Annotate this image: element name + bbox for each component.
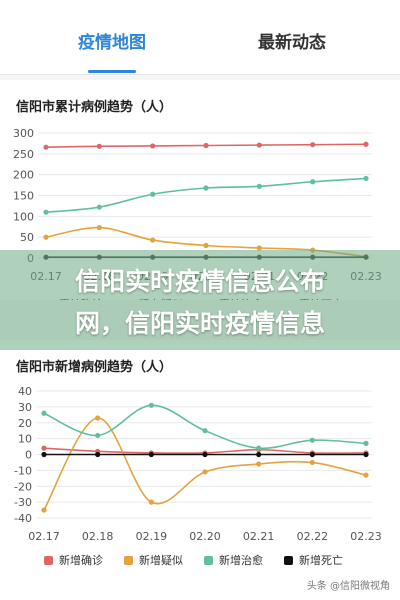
daily-legend-label-1: 新增疑似 bbox=[139, 553, 183, 567]
daily-legend-swatch-0 bbox=[44, 556, 53, 565]
daily-legend-swatch-2 bbox=[204, 556, 213, 565]
daily-y-tick-label: 30 bbox=[18, 401, 32, 414]
cum-series-point-2 bbox=[310, 179, 316, 185]
overlay-line-2: 网，信阳实时疫情信息 bbox=[74, 309, 325, 338]
daily-series-point-1 bbox=[148, 499, 154, 505]
cum-series-point-1 bbox=[96, 224, 102, 231]
daily-series-point-3 bbox=[256, 451, 262, 458]
daily-series-point-3 bbox=[95, 451, 101, 458]
daily-y-tick-label: -30 bbox=[14, 496, 32, 509]
daily-series-point-3 bbox=[148, 451, 154, 458]
cum-series-point-0 bbox=[310, 142, 316, 148]
daily-series-point-2 bbox=[363, 440, 369, 446]
cum-series-point-0 bbox=[363, 141, 369, 147]
daily-legend-swatch-3 bbox=[284, 556, 293, 565]
daily-legend-label-0: 新增确诊 bbox=[59, 553, 103, 567]
cum-series-point-1 bbox=[43, 234, 49, 240]
daily-y-tick-label: -10 bbox=[14, 464, 32, 477]
cum-y-tick-label: 50 bbox=[20, 231, 34, 244]
cum-y-tick-label: 100 bbox=[13, 210, 34, 223]
daily-series-point-1 bbox=[95, 415, 101, 421]
daily-x-tick-label: 02.17 bbox=[28, 530, 60, 543]
daily-series-point-2 bbox=[309, 437, 315, 443]
daily-x-tick-label: 02.23 bbox=[350, 530, 382, 543]
cum-y-tick-label: 200 bbox=[13, 169, 34, 182]
daily-series-point-1 bbox=[256, 461, 262, 467]
daily-x-tick-label: 02.22 bbox=[297, 530, 329, 543]
cum-series-point-2 bbox=[363, 175, 369, 182]
daily-y-tick-label: 20 bbox=[18, 417, 32, 430]
daily-y-tick-label: 40 bbox=[18, 385, 32, 398]
cum-series-point-2 bbox=[203, 185, 209, 191]
daily-chart-title: 信阳市新增病例趋势（人） bbox=[16, 360, 173, 375]
cum-series-point-2 bbox=[150, 191, 156, 197]
overlay-line-1: 信阳实时疫情信息公布 bbox=[74, 267, 325, 296]
daily-y-tick-label: 10 bbox=[18, 433, 32, 446]
daily-series-point-2 bbox=[202, 428, 208, 434]
cum-series-point-0 bbox=[96, 143, 102, 149]
tab-latest-news[interactable]: 最新动态 bbox=[258, 33, 326, 53]
daily-series-point-3 bbox=[309, 451, 315, 458]
daily-series-point-3 bbox=[363, 451, 369, 458]
cum-series-point-0 bbox=[150, 143, 156, 149]
daily-legend-label-2: 新增治愈 bbox=[219, 553, 263, 567]
daily-x-tick-label: 02.20 bbox=[189, 530, 221, 543]
cum-y-tick-label: 300 bbox=[13, 127, 34, 140]
cum-series-point-0 bbox=[43, 144, 49, 150]
daily-chart-card: 信阳市新增病例趋势（人） -40 -30 -20 -10 0 10 20 30 40 02.17 0… bbox=[0, 340, 400, 600]
daily-x-tick-label: 02.19 bbox=[136, 530, 168, 543]
daily-y-tick-label: 0 bbox=[25, 449, 32, 462]
cum-series-point-0 bbox=[203, 142, 209, 149]
daily-x-tick-label: 02.18 bbox=[82, 530, 114, 543]
daily-series-point-1 bbox=[41, 507, 47, 513]
daily-series-point-2 bbox=[148, 402, 154, 408]
cum-y-tick-label: 150 bbox=[13, 190, 34, 203]
active-tab-indicator bbox=[88, 70, 136, 73]
cum-series-point-0 bbox=[256, 142, 262, 148]
watermark: 头条 @信阳微视角 bbox=[306, 581, 390, 592]
daily-series-point-3 bbox=[41, 451, 47, 458]
daily-series-point-3 bbox=[202, 451, 208, 458]
cum-series-point-2 bbox=[256, 183, 262, 189]
daily-legend-label-3: 新增死亡 bbox=[299, 553, 343, 567]
daily-chart: -40 -30 -20 -10 0 10 20 30 40 02.17 02.18 02.19 02.2… bbox=[14, 385, 382, 567]
daily-series-point-0 bbox=[41, 445, 47, 451]
daily-x-tick-label: 02.21 bbox=[243, 530, 275, 543]
daily-legend-swatch-1 bbox=[124, 556, 133, 565]
daily-series-point-2 bbox=[256, 445, 262, 451]
overlay-banner: 信阳实时疫情信息公布 网，信阳实时疫情信息 bbox=[0, 250, 400, 350]
daily-series-point-1 bbox=[363, 472, 369, 478]
cum-series-point-1 bbox=[256, 245, 262, 251]
daily-series-point-1 bbox=[309, 459, 315, 466]
tab-bar: 疫情地图 最新动态 bbox=[0, 0, 400, 75]
daily-y-tick-label: -20 bbox=[14, 480, 32, 493]
daily-series-point-2 bbox=[41, 410, 47, 416]
daily-series-point-2 bbox=[95, 432, 101, 439]
daily-series-point-1 bbox=[202, 469, 208, 475]
tab-epidemic-map[interactable]: 疫情地图 bbox=[78, 33, 146, 53]
cum-y-tick-label: 250 bbox=[13, 148, 34, 161]
daily-y-tick-label: -40 bbox=[14, 512, 32, 525]
cum-series-point-1 bbox=[150, 237, 156, 243]
cum-series-point-1 bbox=[203, 242, 209, 249]
cumulative-chart-title: 信阳市累计病例趋势（人） bbox=[16, 100, 173, 115]
cum-series-point-2 bbox=[96, 204, 102, 210]
daily-series-line-2 bbox=[43, 404, 367, 450]
cum-series-point-2 bbox=[43, 209, 49, 215]
